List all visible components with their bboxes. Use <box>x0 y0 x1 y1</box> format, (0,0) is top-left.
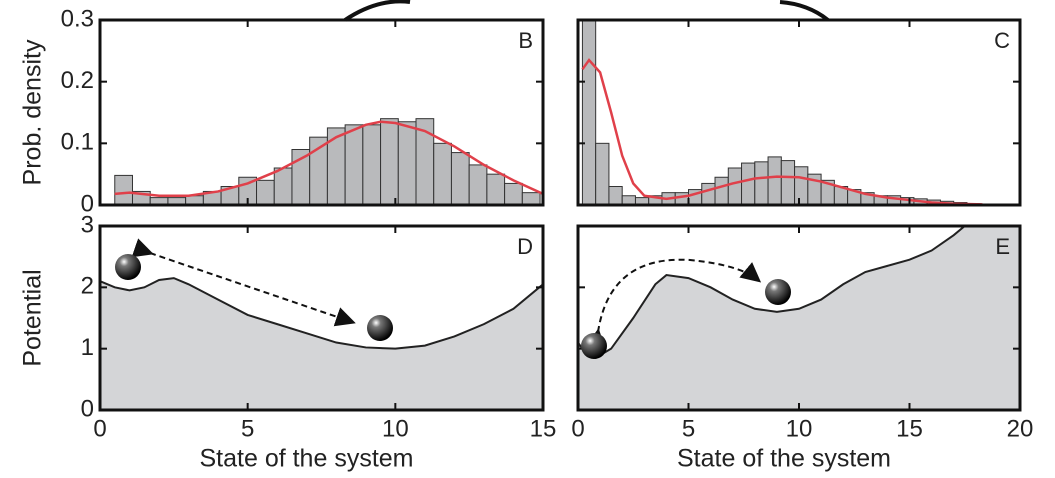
y-tick-label: 0.3 <box>61 5 94 32</box>
y-tick-label: 2 <box>81 273 94 300</box>
x-tick-label: 10 <box>786 415 813 442</box>
bar <box>727 167 743 205</box>
ball <box>765 279 791 305</box>
fit-curve <box>581 58 983 205</box>
bar <box>344 124 364 205</box>
x-tick-label: 0 <box>93 415 106 442</box>
bar <box>380 118 399 205</box>
bar <box>608 186 623 205</box>
bar <box>701 182 716 205</box>
bar <box>362 124 382 205</box>
bar <box>504 182 523 205</box>
y-axis-label: Prob. density <box>19 39 47 185</box>
panel-label: D <box>517 234 533 259</box>
y-tick-label: 0 <box>81 395 94 422</box>
y-tick-label: 0.1 <box>61 129 94 156</box>
bar <box>780 160 796 205</box>
frame <box>98 224 545 412</box>
bar <box>433 142 452 205</box>
bar <box>468 164 488 205</box>
panel-label: E <box>995 234 1010 259</box>
plot-area <box>100 226 543 410</box>
x-tick-label: 0 <box>571 415 584 442</box>
potential-area <box>578 226 1020 410</box>
x-tick-label: 15 <box>896 415 923 442</box>
y-tick-label: 0 <box>81 190 94 217</box>
bar <box>521 192 541 205</box>
bar <box>674 192 689 205</box>
bar <box>741 162 756 205</box>
bar <box>273 167 293 205</box>
potential-area <box>100 226 543 410</box>
y-axis-label: Potential <box>19 269 47 366</box>
x-axis-label: State of the system <box>677 445 891 473</box>
y-tick-label: 1 <box>81 334 94 361</box>
bar <box>595 142 610 205</box>
bar <box>754 161 769 205</box>
x-tick-label: 20 <box>1007 415 1034 442</box>
bar <box>714 176 729 205</box>
bar <box>326 127 346 205</box>
panel-label: B <box>518 28 533 53</box>
bar <box>450 152 470 205</box>
transition-arrow <box>585 258 762 350</box>
top-arrow <box>343 0 411 22</box>
bar <box>114 174 133 205</box>
x-tick-label: 5 <box>682 415 695 442</box>
fit-curve <box>114 120 543 197</box>
transition-arrow <box>131 238 356 327</box>
bar <box>767 156 782 205</box>
panel-label: C <box>994 28 1010 53</box>
x-tick-label: 10 <box>382 415 409 442</box>
y-tick-label: 3 <box>81 211 94 238</box>
plot-area <box>114 118 543 205</box>
frame <box>98 18 545 207</box>
y-tick-label: 0.2 <box>61 67 94 94</box>
bar <box>794 166 809 205</box>
bar <box>397 121 417 205</box>
x-axis-label: State of the system <box>200 445 414 473</box>
plot-area <box>578 226 1020 410</box>
x-tick-label: 15 <box>530 415 557 442</box>
ball <box>367 315 393 341</box>
x-tick-label: 5 <box>241 415 254 442</box>
bar <box>581 20 597 205</box>
ball <box>115 254 141 280</box>
ball <box>581 333 607 359</box>
bar <box>486 173 506 205</box>
top-arrow <box>779 0 830 22</box>
bar <box>256 179 275 205</box>
plot-area <box>581 20 983 205</box>
